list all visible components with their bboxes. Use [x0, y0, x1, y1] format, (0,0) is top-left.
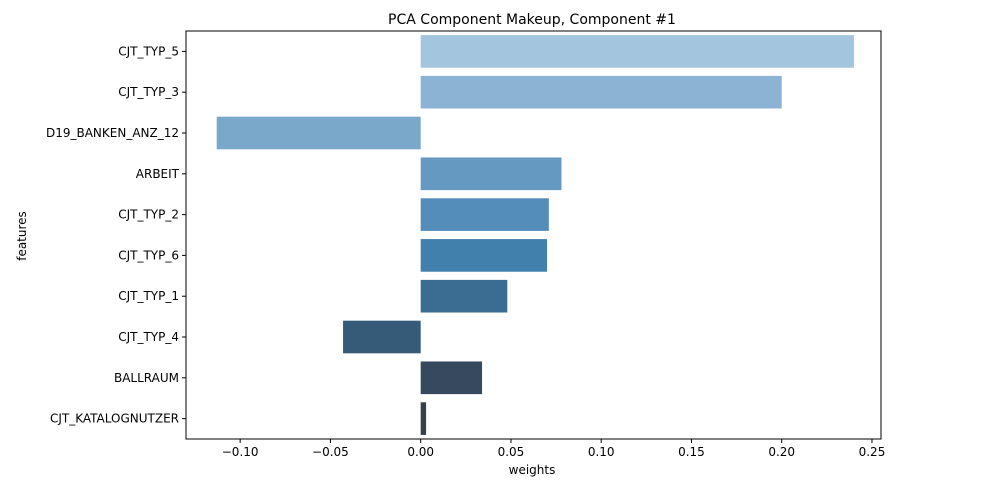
- bar-cjt-typ-5: [420, 35, 854, 68]
- bar-cjt-typ-2: [420, 198, 549, 231]
- y-tick-label: BALLRAUM: [114, 371, 179, 385]
- bar-cjt-typ-1: [420, 279, 508, 313]
- x-tick-label: 0.00: [407, 445, 434, 459]
- bar-cjt-typ-3: [420, 75, 782, 109]
- x-tick-label: 0.20: [768, 445, 795, 459]
- x-axis-label: weights: [509, 463, 556, 477]
- x-tick-label: 0.25: [859, 445, 886, 459]
- x-tick-label: 0.10: [588, 445, 615, 459]
- plot-frame: [185, 30, 882, 440]
- y-tick-label: D19_BANKEN_ANZ_12: [46, 126, 179, 140]
- y-axis-ticks: CJT_TYP_5 CJT_TYP_3 D19_BANKEN_ANZ_12 ARBEI…: [46, 44, 186, 426]
- y-tick-label: CJT_TYP_5: [118, 44, 179, 58]
- x-tick-label: −0.10: [222, 445, 259, 459]
- y-tick-label: CJT_TYP_1: [118, 289, 179, 303]
- y-tick-label: CJT_TYP_2: [118, 208, 179, 222]
- chart-title: PCA Component Makeup, Component #1: [388, 12, 676, 28]
- bar-cjt-katalognutzer: [420, 402, 427, 435]
- bar-ballraum: [420, 361, 483, 395]
- x-axis-ticks: −0.10 −0.05 0.00 0.05 0.10 0.15 0.20 0.25: [222, 439, 886, 459]
- x-tick-label: −0.05: [312, 445, 349, 459]
- x-tick-label: 0.15: [678, 445, 705, 459]
- bars-group: [216, 35, 854, 435]
- bar-arbeit: [420, 157, 562, 191]
- y-tick-label: CJT_TYP_4: [118, 330, 179, 344]
- bar-cjt-typ-4: [343, 320, 421, 354]
- y-tick-label: CJT_TYP_3: [118, 85, 179, 99]
- y-tick-label: CJT_KATALOGNUTZER: [50, 412, 179, 426]
- bar-d19-banken-anz-12: [216, 116, 421, 150]
- y-axis-label: features: [15, 211, 29, 261]
- x-tick-label: 0.05: [498, 445, 525, 459]
- y-tick-label: CJT_TYP_6: [118, 248, 179, 262]
- y-tick-label: ARBEIT: [136, 167, 180, 181]
- bar-cjt-typ-6: [420, 239, 548, 272]
